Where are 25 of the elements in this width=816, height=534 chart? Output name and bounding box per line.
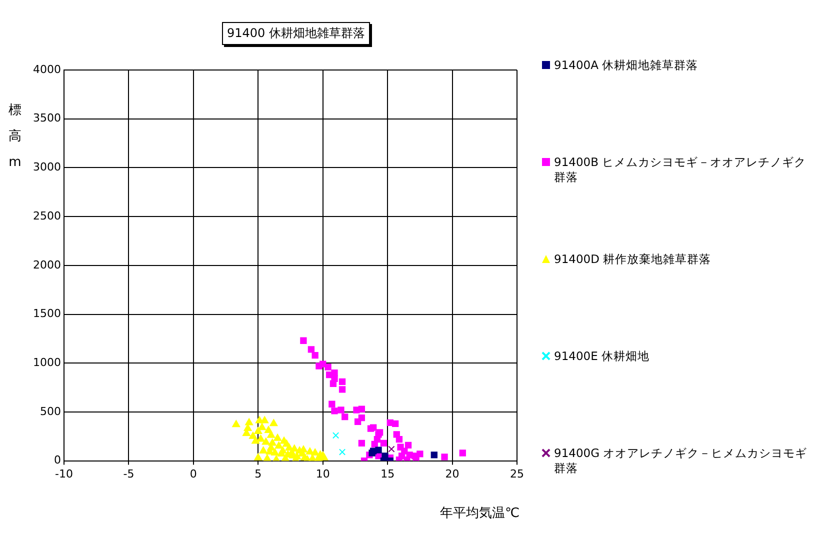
x-tick-label: 0 — [190, 467, 197, 480]
legend-label: 91400D 耕作放棄地雑草群落 — [553, 252, 712, 267]
y-axis-title: 標高m — [8, 102, 22, 172]
x-tick-label: 25 — [510, 467, 524, 480]
y-tick-label: 1500 — [32, 307, 61, 320]
y-tick-label: 3500 — [32, 112, 61, 125]
y-tick-label: 2000 — [32, 258, 61, 272]
x-tick-label: -5 — [123, 467, 134, 480]
legend-label: 91400A 休耕畑地雑草群落 — [553, 58, 700, 73]
y-tick-label: 500 — [40, 404, 61, 418]
x-tick-label: -10 — [55, 467, 73, 480]
y-tick-label: 1000 — [32, 356, 61, 369]
x-tick-label: 5 — [254, 467, 262, 480]
legend-label: 91400B ヒメムカシヨモギ－オオアレチノギク群落 — [553, 155, 808, 185]
chart-title: 91400 休耕畑地雑草群落 — [222, 22, 370, 45]
x-tick-label: 20 — [445, 467, 460, 480]
legend-label: 91400E 休耕畑地 — [553, 349, 651, 364]
y-tick-label: 0 — [54, 454, 61, 467]
x-tick-label: 10 — [316, 467, 330, 480]
x-axis-title: 年平均気温℃ — [440, 505, 520, 522]
x-tick-label: 15 — [380, 467, 395, 480]
y-tick-label: 4000 — [32, 62, 61, 76]
y-tick-label: 3000 — [32, 160, 61, 174]
legend-label: 91400G オオアレチノギク－ヒメムカシヨモギ群落 — [553, 446, 808, 476]
y-tick-label: 2500 — [32, 209, 61, 222]
